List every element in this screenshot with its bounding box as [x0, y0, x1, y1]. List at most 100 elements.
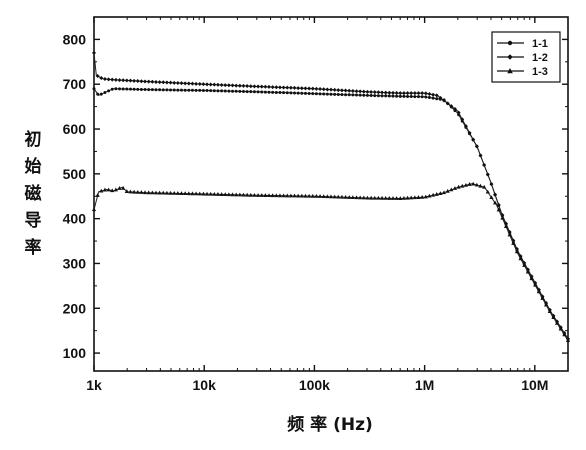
data-point [183, 88, 187, 92]
data-point [172, 88, 176, 92]
data-point [391, 94, 395, 98]
data-point [132, 78, 137, 83]
data-point [485, 189, 490, 194]
data-point [103, 91, 107, 95]
data-point [259, 193, 264, 197]
data-point [311, 92, 315, 96]
data-point [420, 91, 425, 96]
data-point [292, 85, 297, 90]
data-point [485, 172, 490, 177]
data-point [270, 85, 275, 90]
data-point [351, 93, 355, 97]
data-point [424, 95, 428, 99]
data-point [252, 90, 256, 94]
data-point [394, 91, 399, 96]
data-point [355, 93, 359, 97]
data-point [165, 88, 169, 92]
data-point [219, 82, 224, 87]
data-point [372, 195, 377, 200]
data-point [398, 196, 403, 200]
data-point [478, 153, 483, 158]
data-point [514, 249, 520, 254]
data-point [241, 192, 246, 197]
data-point [220, 89, 224, 93]
data-point [121, 185, 126, 190]
data-point [358, 89, 363, 94]
data-point [114, 87, 118, 91]
data-point [267, 84, 272, 89]
data-point [379, 195, 385, 200]
data-point [179, 81, 184, 86]
data-point [412, 91, 417, 96]
data-point [427, 92, 432, 97]
data-point [255, 193, 261, 197]
data-point [431, 96, 435, 100]
data-point [435, 97, 439, 101]
data-point [248, 84, 253, 89]
data-point [183, 191, 188, 196]
data-point [390, 196, 396, 200]
data-point [139, 87, 143, 91]
data-point [406, 94, 410, 98]
data-point [554, 321, 560, 325]
data-point [325, 87, 330, 92]
data-point [121, 78, 126, 83]
data-point [339, 194, 345, 199]
data-point [223, 83, 228, 88]
data-point [376, 94, 380, 98]
data-point [95, 193, 100, 197]
data-point [336, 92, 340, 96]
data-point [409, 95, 413, 99]
data-point [139, 79, 144, 84]
data-point [161, 190, 166, 195]
data-point [350, 195, 355, 200]
data-point [376, 90, 381, 95]
data-point [285, 193, 290, 198]
data-point [281, 85, 286, 90]
data-point [321, 194, 326, 199]
data-point [533, 282, 538, 287]
data-point [267, 90, 271, 94]
data-point [99, 188, 104, 193]
data-point [179, 191, 184, 195]
data-point [150, 88, 154, 92]
data-point [288, 193, 293, 198]
data-point [332, 87, 337, 92]
data-point [252, 192, 257, 197]
data-point [471, 137, 476, 142]
data-point [511, 241, 516, 245]
data-point [496, 202, 501, 207]
data-point [314, 86, 319, 91]
data-point [234, 83, 239, 88]
data-point [492, 200, 498, 205]
x-tick-label: 10M [521, 377, 548, 393]
data-point [307, 91, 311, 95]
data-point [241, 89, 245, 93]
data-point [471, 181, 476, 186]
data-point [124, 189, 129, 193]
data-point [146, 79, 151, 84]
data-point [197, 191, 202, 196]
data-point [565, 338, 571, 343]
data-point [99, 92, 103, 96]
y-tick-label: 500 [63, 166, 87, 182]
data-point [423, 194, 428, 199]
data-point [292, 193, 297, 198]
data-point [256, 90, 260, 94]
data-point [186, 81, 191, 86]
data-point [307, 86, 312, 91]
data-point [223, 192, 228, 197]
data-point [456, 110, 461, 115]
data-point [463, 124, 468, 129]
data-point [540, 296, 545, 300]
data-point [354, 89, 359, 94]
data-point [456, 184, 461, 189]
data-point [387, 196, 392, 200]
data-point [289, 91, 293, 95]
data-point [463, 182, 469, 187]
x-tick-label: 1M [415, 377, 434, 393]
data-point [317, 194, 323, 198]
data-point [423, 91, 428, 96]
data-point [201, 88, 205, 92]
data-point [303, 193, 308, 198]
